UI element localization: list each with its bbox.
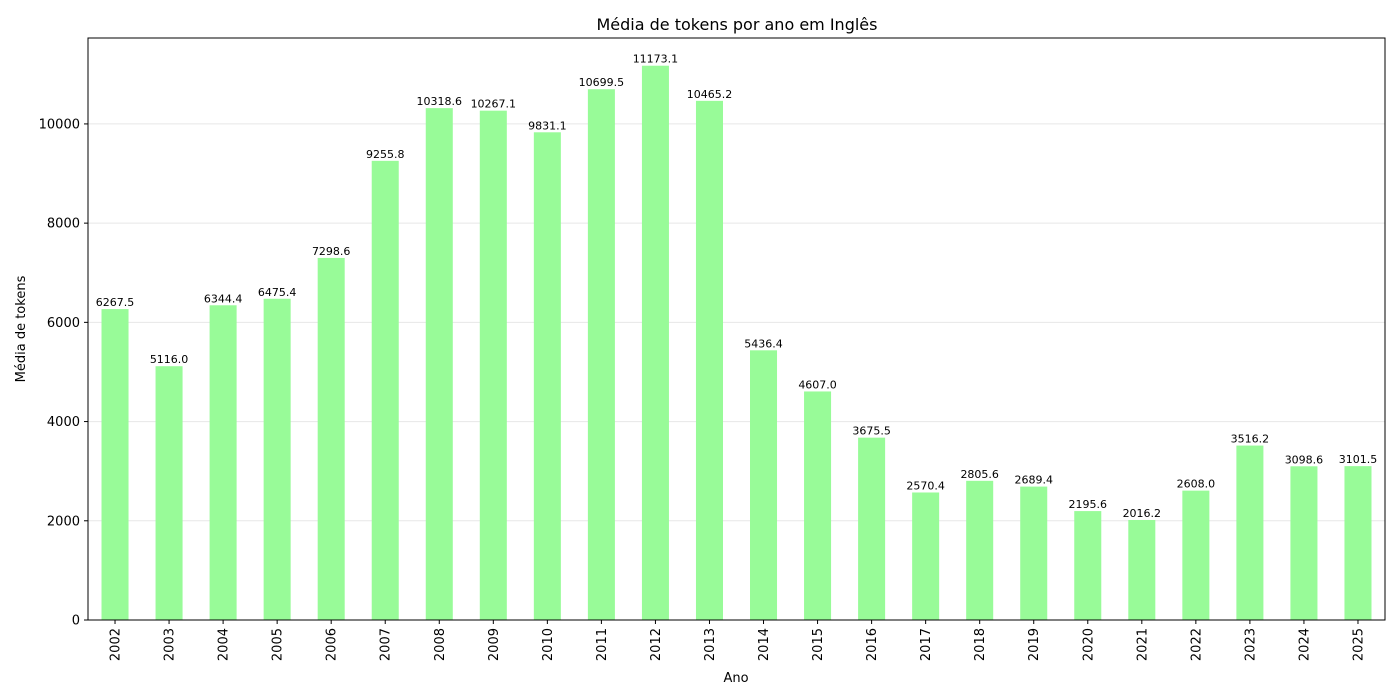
data-label: 3101.5 — [1339, 453, 1378, 466]
bar — [371, 160, 399, 620]
x-axis-label: Ano — [723, 671, 748, 686]
data-label: 2689.4 — [1014, 474, 1053, 487]
data-label: 2805.6 — [960, 468, 999, 481]
bar — [804, 391, 832, 620]
bar — [1182, 490, 1210, 620]
x-tick-label: 2003 — [163, 628, 178, 661]
data-label: 3098.6 — [1285, 453, 1324, 466]
x-tick-label: 2018 — [973, 628, 988, 661]
y-axis-label: Média de tokens — [14, 275, 29, 382]
data-label: 10267.1 — [471, 98, 517, 111]
data-label: 5436.4 — [744, 337, 783, 350]
data-label: 10699.5 — [579, 76, 625, 89]
data-label: 2195.6 — [1069, 498, 1108, 511]
bar — [1344, 466, 1372, 620]
bar — [533, 132, 561, 620]
data-label: 6344.4 — [204, 292, 243, 305]
data-label: 7298.6 — [312, 245, 351, 258]
bar — [1020, 486, 1048, 620]
bar — [209, 305, 237, 620]
bar — [317, 257, 345, 620]
x-tick-label: 2004 — [217, 628, 232, 661]
data-label: 5116.0 — [150, 353, 189, 366]
data-label: 2016.2 — [1123, 507, 1162, 520]
y-tick-label: 6000 — [47, 316, 80, 331]
x-tick-label: 2010 — [541, 628, 556, 661]
x-tick-label: 2002 — [109, 628, 124, 661]
x-tick-label: 2009 — [487, 628, 502, 661]
bar — [101, 309, 129, 620]
x-tick-label: 2022 — [1189, 628, 1204, 661]
bar — [1128, 519, 1156, 620]
bar — [912, 492, 940, 620]
data-label: 9255.8 — [366, 148, 405, 161]
bar — [641, 65, 669, 621]
y-tick-label: 0 — [72, 614, 80, 629]
data-label: 11173.1 — [633, 53, 679, 66]
data-label: 10318.6 — [417, 95, 463, 108]
bar — [1290, 466, 1318, 620]
data-label: 3516.2 — [1231, 433, 1270, 446]
data-label: 3675.5 — [852, 425, 891, 438]
x-tick-label: 2007 — [379, 628, 394, 661]
x-tick-label: 2015 — [811, 628, 826, 661]
bar — [695, 100, 723, 620]
x-tick-label: 2020 — [1081, 628, 1096, 661]
x-tick-label: 2017 — [919, 628, 934, 661]
x-tick-label: 2013 — [703, 628, 718, 661]
x-tick-label: 2025 — [1351, 628, 1366, 661]
x-tick-label: 2011 — [595, 628, 610, 661]
bar — [1236, 445, 1264, 620]
data-label: 10465.2 — [687, 88, 733, 101]
bar — [966, 480, 994, 620]
x-tick-label: 2006 — [325, 628, 340, 661]
bar — [858, 437, 886, 620]
y-tick-label: 10000 — [39, 117, 80, 132]
bar — [1074, 511, 1102, 620]
data-label: 4607.0 — [798, 378, 837, 391]
data-label: 6267.5 — [96, 296, 135, 309]
x-tick-label: 2016 — [865, 628, 880, 661]
data-labels: 6267.5 5116.0 6344.4 6475.4 7298.6 9255.8 1031… — [96, 53, 1377, 520]
x-tick-label: 2014 — [757, 628, 772, 661]
data-label: 9831.1 — [528, 119, 567, 132]
data-label: 2608.0 — [1177, 478, 1216, 491]
chart-title: Média de tokens por ano em Inglês — [597, 15, 878, 34]
x-axis: 2002 2003 2004 2005 2006 2007 2008 2009 2010 2011… — [109, 620, 1366, 661]
bar — [155, 366, 183, 620]
data-label: 2570.4 — [906, 479, 945, 492]
bars — [101, 65, 1372, 621]
x-tick-label: 2012 — [649, 628, 664, 661]
x-tick-label: 2005 — [271, 628, 286, 661]
bar — [425, 108, 453, 621]
x-tick-label: 2019 — [1027, 628, 1042, 661]
bar — [263, 298, 291, 620]
y-axis: 0 2000 4000 6000 8000 10000 — [39, 117, 88, 629]
bar — [750, 350, 778, 620]
x-tick-label: 2024 — [1297, 628, 1312, 661]
y-tick-label: 8000 — [47, 217, 80, 232]
x-tick-label: 2023 — [1243, 628, 1258, 661]
plot-frame — [87, 37, 1386, 621]
x-tick-label: 2021 — [1135, 628, 1150, 661]
y-tick-label: 4000 — [47, 415, 80, 430]
y-tick-label: 2000 — [47, 514, 80, 529]
data-label: 6475.4 — [258, 286, 297, 299]
bar — [587, 89, 615, 621]
bar — [479, 110, 507, 620]
x-tick-label: 2008 — [433, 628, 448, 661]
